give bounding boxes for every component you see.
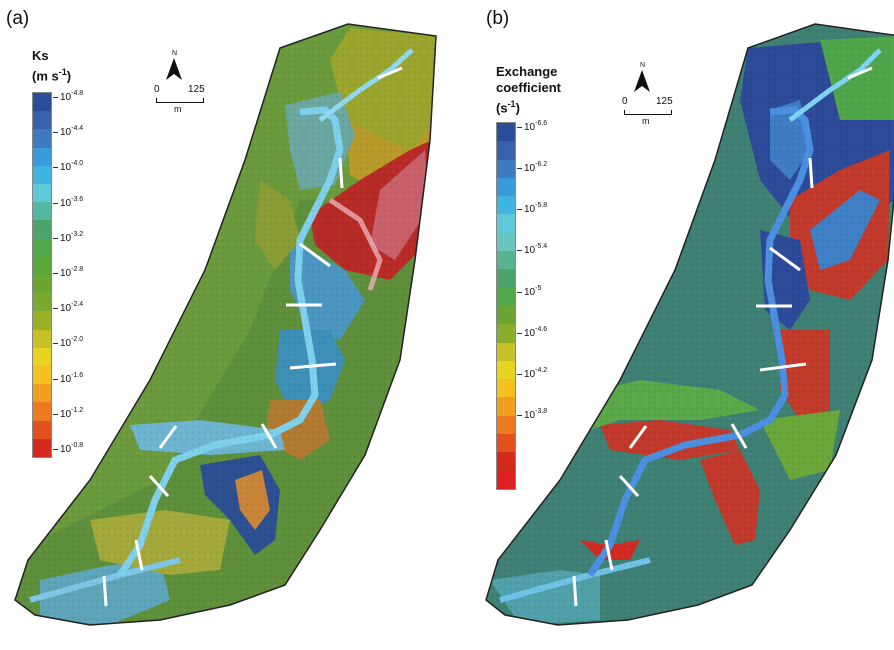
legend-swatch <box>497 287 515 306</box>
legend-tick-label: 10-3.6 <box>52 195 84 209</box>
legend-swatch <box>497 470 515 489</box>
legend-tick-label: 10-3.2 <box>52 230 84 244</box>
north-arrow-scale-b: N 0 125 m <box>620 60 680 126</box>
legend-b-title-line2: coefficient <box>496 80 562 95</box>
legend-swatch <box>33 93 51 112</box>
legend-a-colorbar <box>32 92 52 458</box>
legend-tick-label: 10-0.8 <box>52 442 84 455</box>
legend-tick-label: 10-4.2 <box>516 366 548 380</box>
scale-max-b: 125 <box>656 96 673 107</box>
legend-b-unit-exp: -1 <box>507 99 516 109</box>
legend-swatch <box>497 141 515 160</box>
legend-tick-label: 10-1.2 <box>52 406 84 420</box>
scale-zero-a: 0 <box>154 84 160 95</box>
legend-swatch <box>497 269 515 288</box>
legend-swatch <box>497 360 515 380</box>
legend-a-unit-end: ) <box>66 68 72 84</box>
transects-b <box>572 66 873 607</box>
legend-swatch <box>497 214 515 233</box>
legend-a-unit: (m s <box>32 68 59 84</box>
transects-a <box>102 66 403 607</box>
legend-swatch <box>33 165 51 185</box>
panel-b-label: (b) <box>486 8 510 29</box>
legend-b-unit: (s <box>496 100 508 116</box>
legend-tick-label: 10-6.2 <box>516 161 548 175</box>
legend-tick-label: 10-1.6 <box>52 371 84 385</box>
legend-swatch <box>497 434 515 453</box>
legend-swatch <box>33 129 51 148</box>
legend-swatch <box>497 452 515 471</box>
scale-bar-a <box>156 98 204 103</box>
legend-swatch <box>497 415 515 435</box>
north-arrow-icon <box>166 58 182 80</box>
scale-unit-a: m <box>174 104 182 114</box>
legend-swatch <box>497 305 515 325</box>
legend-a-title-line1: Ks <box>32 48 49 63</box>
scale-bar-b <box>624 110 672 115</box>
legend-tick-label: 10-2.0 <box>52 336 84 350</box>
scale-max-a: 125 <box>188 84 205 95</box>
legend-swatch <box>33 275 51 294</box>
north-label-a: N <box>172 50 178 57</box>
legend-b-title-line3: (s-1) <box>496 96 561 116</box>
legend-swatch <box>497 342 515 361</box>
scale-unit-b: m <box>642 116 650 126</box>
legend-swatch <box>497 324 515 343</box>
legend-swatch <box>33 293 51 312</box>
legend-swatch <box>497 177 515 197</box>
scale-zero-b: 0 <box>622 96 628 107</box>
legend-tick-label: 10-4.8 <box>52 90 84 103</box>
legend-tick-label: 10-5.8 <box>516 202 548 216</box>
legend-swatch <box>33 347 51 367</box>
legend-tick-label: 10-4.6 <box>516 325 548 339</box>
legend-swatch <box>33 220 51 239</box>
legend-swatch <box>33 238 51 257</box>
legend-tick-label: 10-2.4 <box>52 301 84 315</box>
north-arrow-icon <box>634 70 650 92</box>
legend-a-unit-exp: -1 <box>58 67 67 77</box>
legend-swatch <box>33 402 51 421</box>
legend-swatch <box>33 384 51 403</box>
legend-swatch <box>497 251 515 270</box>
legend-swatch <box>497 232 515 252</box>
legend-swatch <box>33 184 51 203</box>
legend-a-title: Ks (m s-1) <box>32 48 71 84</box>
legend-b-colorbar <box>496 122 516 490</box>
legend-swatch <box>33 111 51 130</box>
legend-b-title-line1: Exchange <box>496 64 558 79</box>
legend-swatch <box>497 379 515 398</box>
legend-b-title: Exchange coefficient (s-1) <box>496 64 561 116</box>
legend-tick-label: 10-3.8 <box>516 408 548 421</box>
legend-swatch <box>33 420 51 439</box>
legend-b-unit-end: ) <box>515 100 520 116</box>
legend-swatch <box>33 147 51 166</box>
legend-swatch <box>33 329 51 348</box>
legend-tick-label: 10-6.6 <box>516 120 548 133</box>
legend-tick-label: 10-4.4 <box>52 125 84 139</box>
north-arrow-scale-a: N 0 125 m <box>152 48 212 114</box>
legend-swatch <box>33 202 51 221</box>
legend-swatch <box>33 366 51 385</box>
panel-a-label: (a) <box>6 8 30 29</box>
legend-tick-label: 10-5.4 <box>516 243 548 257</box>
legend-tick-label: 10-4.0 <box>52 160 84 174</box>
legend-tick-label: 10-2.8 <box>52 266 84 279</box>
legend-swatch <box>33 311 51 330</box>
legend-tick-label: 10-5 <box>516 284 542 298</box>
legend-swatch <box>497 159 515 178</box>
legend-a-title-line2: (m s-1) <box>32 64 71 84</box>
north-label-b: N <box>640 62 646 69</box>
legend-swatch <box>497 397 515 416</box>
legend-swatch <box>497 196 515 215</box>
legend-swatch <box>33 256 51 276</box>
legend-swatch <box>497 123 515 142</box>
legend-swatch <box>33 438 51 458</box>
